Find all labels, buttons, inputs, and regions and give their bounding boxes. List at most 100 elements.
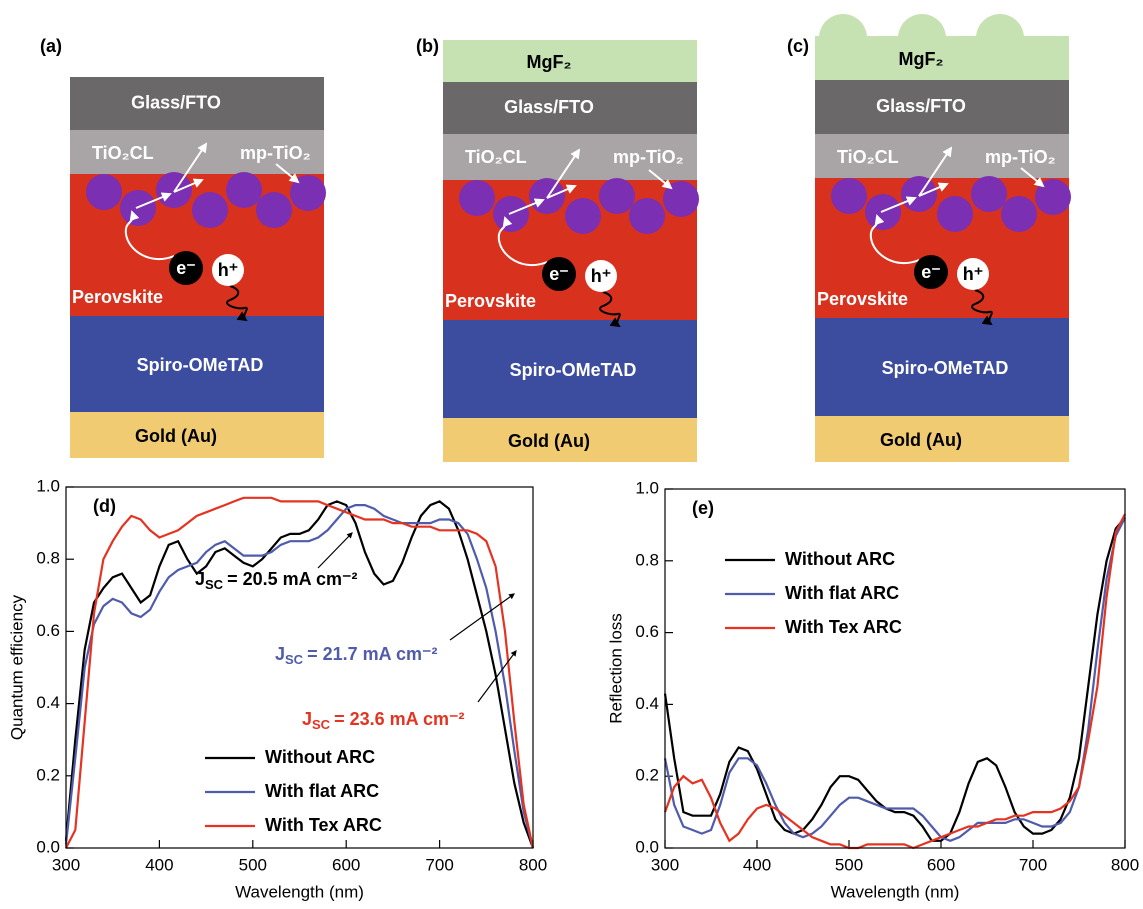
hole-label: h⁺ bbox=[963, 264, 984, 284]
electron-label: e⁻ bbox=[921, 262, 941, 282]
layer-compact bbox=[443, 134, 697, 180]
legend-label: With Tex ARC bbox=[265, 815, 382, 835]
y-tick-label: 0.8 bbox=[36, 549, 60, 568]
layer-compact bbox=[70, 130, 324, 174]
electron-label: e⁻ bbox=[176, 258, 196, 278]
jsc-symbol: J bbox=[195, 569, 205, 589]
mp-pointer bbox=[1020, 167, 1045, 188]
tio2-particle bbox=[192, 192, 228, 228]
jsc-value: = 23.6 mA cm⁻² bbox=[334, 709, 464, 729]
legend-label: With Tex ARC bbox=[785, 617, 902, 637]
y-tick-label: 0.2 bbox=[635, 766, 659, 785]
mesoporous-label: mp-TiO₂ bbox=[240, 143, 311, 163]
x-tick-label: 600 bbox=[927, 855, 955, 874]
jsc-subscript: SC bbox=[205, 577, 224, 592]
layer-contact bbox=[70, 412, 324, 458]
glass-label: Glass/FTO bbox=[876, 96, 966, 116]
htl-label: Spiro-OMeTAD bbox=[137, 355, 264, 375]
layer-glass bbox=[815, 80, 1069, 134]
tio2-particle bbox=[86, 174, 122, 210]
jsc-symbol: J bbox=[302, 709, 312, 729]
tio2-particle bbox=[901, 176, 937, 212]
electron bbox=[542, 257, 576, 291]
tio2-particle bbox=[156, 172, 192, 208]
x-tick-label: 400 bbox=[145, 855, 173, 874]
plot-frame bbox=[65, 486, 534, 849]
y-tick-label: 0.2 bbox=[36, 765, 60, 784]
panel-label: (a) bbox=[40, 36, 62, 56]
hole-path bbox=[971, 289, 993, 326]
tio2-particle bbox=[937, 196, 973, 232]
mp-pointer bbox=[648, 169, 673, 190]
tio2-particle bbox=[629, 198, 665, 234]
electron bbox=[914, 255, 948, 289]
absorber-label: Perovskite bbox=[445, 291, 536, 311]
electron-hop bbox=[135, 192, 172, 209]
y-tick-label: 0.4 bbox=[635, 694, 659, 713]
mesoporous-label: mp-TiO₂ bbox=[985, 147, 1056, 167]
y-axis-label: Reflection loss bbox=[606, 613, 625, 724]
charge-paths bbox=[497, 148, 673, 328]
contact-label: Gold (Au) bbox=[135, 426, 217, 446]
y-tick-label: 0.4 bbox=[36, 693, 60, 712]
panel-label: (c) bbox=[787, 36, 809, 56]
electron-hop bbox=[173, 142, 208, 193]
x-tick-label: 400 bbox=[743, 855, 771, 874]
jsc-value: = 20.5 mA cm⁻² bbox=[227, 569, 357, 589]
compact-label: TiO₂CL bbox=[837, 147, 899, 167]
series-line bbox=[663, 513, 1126, 850]
hole-path bbox=[226, 285, 248, 322]
tio2-particle bbox=[226, 172, 262, 208]
electron-path bbox=[497, 216, 548, 267]
electron-hop bbox=[918, 146, 953, 197]
legend-label: Without ARC bbox=[785, 549, 895, 569]
electron-hop bbox=[508, 198, 545, 215]
tio2-particle bbox=[459, 180, 495, 216]
mesoporous-label: mp-TiO₂ bbox=[613, 147, 684, 167]
layer-contact bbox=[443, 418, 697, 462]
hole-path bbox=[599, 291, 621, 328]
panel-label: (b) bbox=[416, 36, 439, 56]
layer-htl bbox=[70, 316, 324, 412]
coating-label: MgF₂ bbox=[527, 52, 572, 72]
jsc-subscript: SC bbox=[285, 652, 304, 667]
layer-htl bbox=[443, 320, 697, 418]
series-line bbox=[65, 496, 535, 849]
series-line bbox=[64, 504, 535, 849]
coating-label: MgF₂ bbox=[899, 49, 944, 69]
x-axis-label: Wavelength (nm) bbox=[235, 882, 364, 901]
plot-frame bbox=[664, 488, 1126, 849]
jsc-value: = 21.7 mA cm⁻² bbox=[307, 644, 437, 664]
electron-hop bbox=[546, 148, 581, 199]
electron bbox=[169, 251, 203, 285]
annotation-arrow bbox=[477, 650, 517, 703]
tio2-particle bbox=[256, 192, 292, 228]
series-line bbox=[663, 517, 1126, 842]
layer-glass bbox=[443, 82, 697, 134]
tio2-particle bbox=[290, 175, 326, 211]
electron-path bbox=[869, 214, 920, 265]
series-line bbox=[64, 500, 535, 849]
electron-hop bbox=[546, 184, 577, 199]
compact-label: TiO₂CL bbox=[92, 143, 154, 163]
jsc-annotation: JSC = 23.6 mA cm⁻² bbox=[302, 709, 464, 733]
y-axis-label: Quantum efficiency bbox=[7, 594, 26, 740]
tio2-particle bbox=[599, 178, 635, 214]
x-tick-label: 600 bbox=[332, 855, 360, 874]
panel-label: (e) bbox=[692, 498, 714, 518]
panel-label: (d) bbox=[93, 496, 116, 516]
x-tick-label: 700 bbox=[1019, 855, 1047, 874]
x-tick-label: 700 bbox=[425, 855, 453, 874]
y-tick-label: 0.0 bbox=[36, 837, 60, 856]
electron-hop bbox=[918, 182, 949, 197]
jsc-annotation: JSC = 21.7 mA cm⁻² bbox=[275, 644, 437, 668]
x-tick-label: 800 bbox=[1111, 855, 1139, 874]
tio2-particle bbox=[1001, 196, 1037, 232]
y-tick-label: 1.0 bbox=[635, 478, 659, 497]
tio2-particle bbox=[663, 181, 699, 217]
hole bbox=[957, 258, 989, 290]
layer-htl bbox=[815, 318, 1069, 416]
electron-hop bbox=[880, 196, 917, 213]
tio2-particle bbox=[971, 176, 1007, 212]
